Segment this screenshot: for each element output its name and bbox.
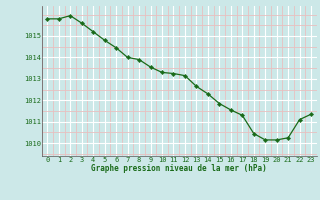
X-axis label: Graphe pression niveau de la mer (hPa): Graphe pression niveau de la mer (hPa)	[91, 164, 267, 173]
